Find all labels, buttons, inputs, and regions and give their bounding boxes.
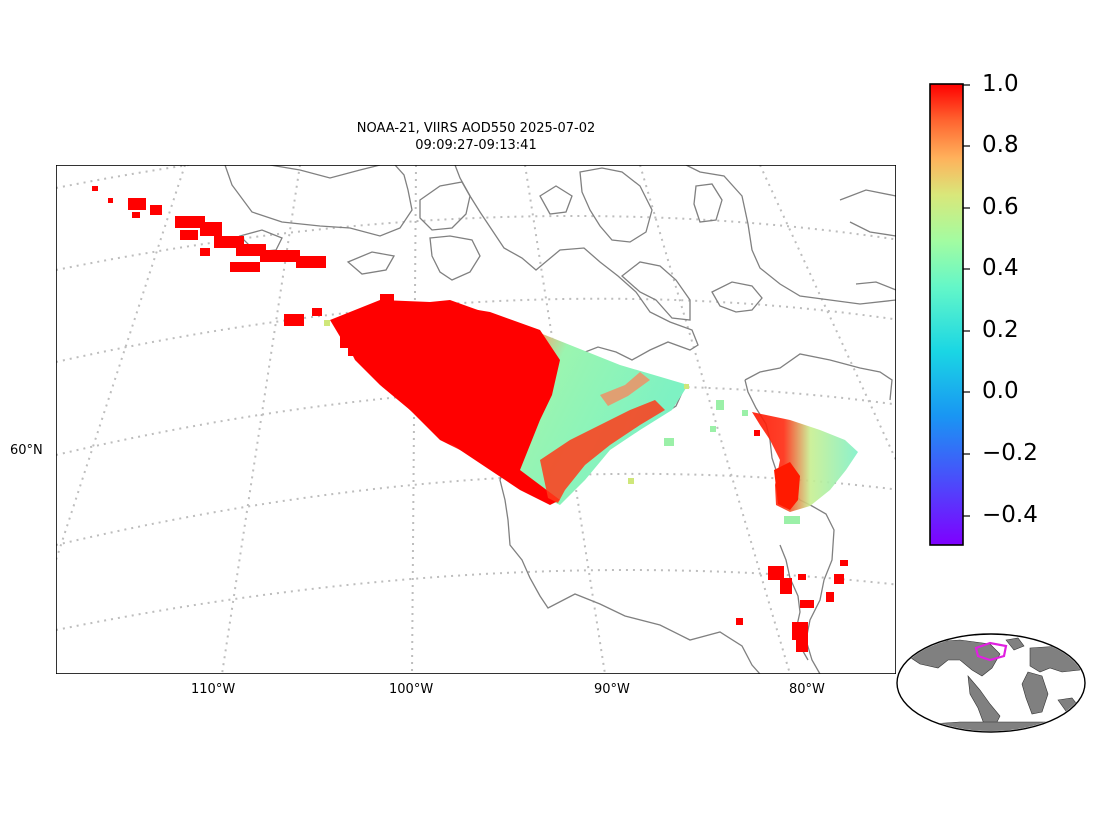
colorbar-tick-label: −0.2 (982, 440, 1038, 466)
colorbar-tick-label: −0.4 (982, 502, 1038, 528)
colorbar-ticks (963, 84, 970, 517)
inset-world-map (896, 633, 1086, 733)
colorbar (929, 83, 970, 546)
lat-label-60n: 60°N (10, 443, 43, 458)
lon-label-100w: 100°W (389, 682, 434, 697)
map-title-line2: 09:09:27-09:13:41 (415, 138, 537, 153)
aod-swath (92, 186, 858, 652)
colorbar-tick-label: 0.8 (982, 132, 1019, 158)
colorbar-gradient (929, 83, 964, 546)
colorbar-tick-label: 0.4 (982, 255, 1019, 281)
colorbar-tick-label: 0.0 (982, 378, 1019, 404)
colorbar-tick-label: 0.6 (982, 194, 1019, 220)
map-panel (56, 165, 896, 674)
lon-label-80w: 80°W (789, 682, 825, 697)
lon-label-110w: 110°W (191, 682, 236, 697)
lon-label-90w: 90°W (594, 682, 630, 697)
inset-region-box (974, 641, 1008, 662)
coastlines (224, 165, 896, 674)
map-title-line1: NOAA-21, VIIRS AOD550 2025-07-02 (356, 121, 596, 136)
colorbar-tick-label: 0.2 (982, 317, 1019, 343)
longitude-gridlines (56, 165, 896, 674)
colorbar-tick-label: 1.0 (982, 71, 1019, 97)
